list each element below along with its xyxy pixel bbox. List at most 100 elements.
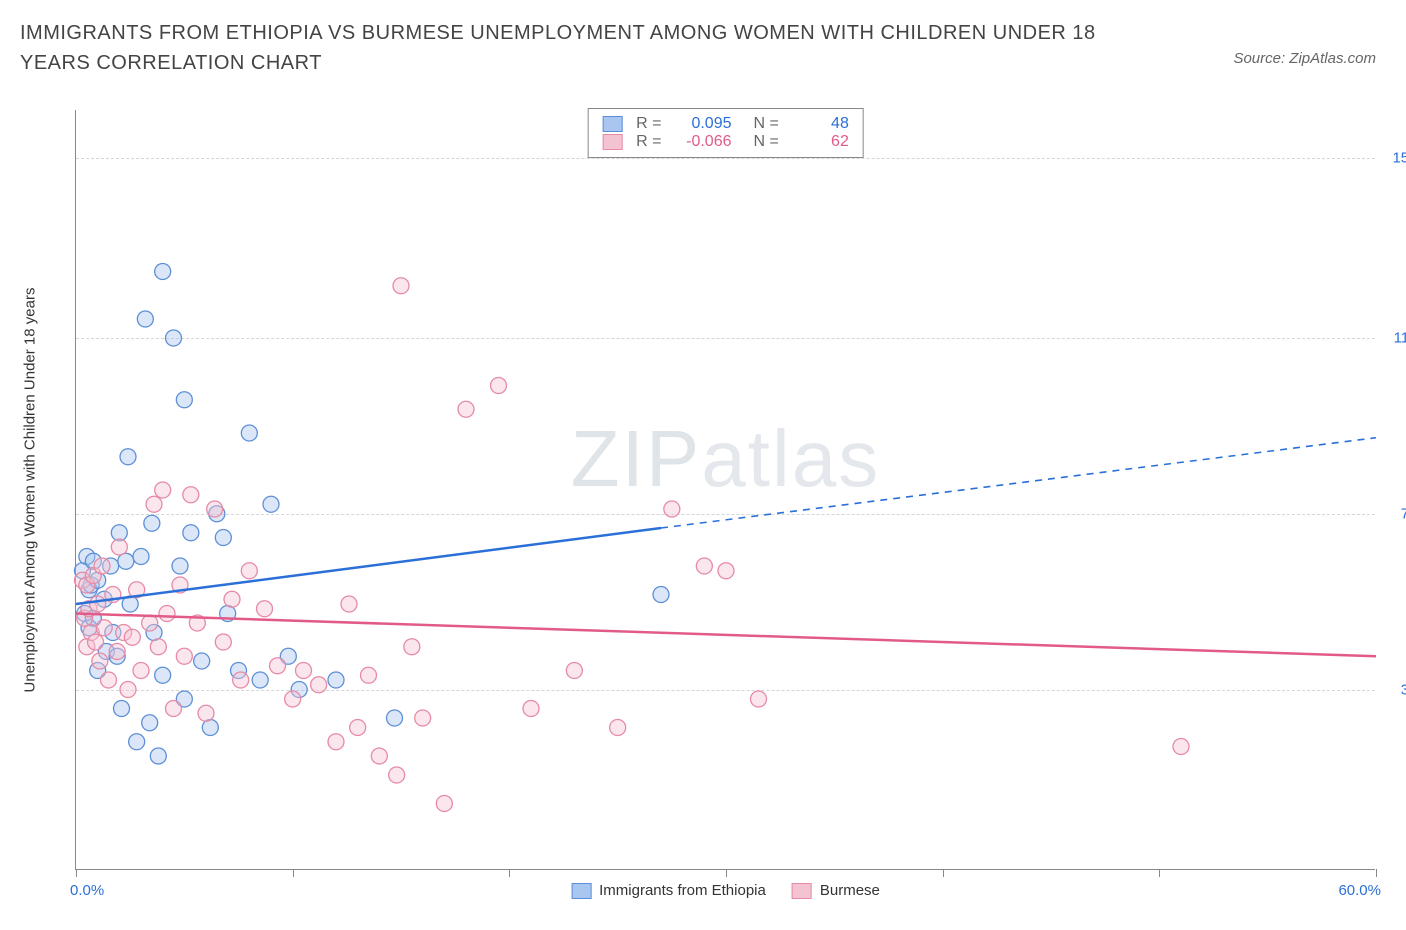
data-point [371, 748, 387, 764]
x-max-label: 60.0% [1338, 882, 1381, 899]
data-point [150, 748, 166, 764]
x-tick [76, 869, 77, 877]
data-point [155, 264, 171, 280]
data-point [610, 720, 626, 736]
data-point [328, 672, 344, 688]
data-point [111, 539, 127, 555]
data-point [252, 672, 268, 688]
series-legend: Immigrants from Ethiopia Burmese [571, 882, 880, 899]
data-point [566, 663, 582, 679]
data-point [172, 558, 188, 574]
data-point [133, 663, 149, 679]
data-point [350, 720, 366, 736]
data-point [207, 501, 223, 517]
data-point [215, 634, 231, 650]
data-point [285, 691, 301, 707]
x-tick [509, 869, 510, 877]
data-point [436, 796, 452, 812]
plot-area: ZIPatlas 3.8%7.5%11.2%15.0% R =0.095N =4… [75, 110, 1375, 870]
data-point [523, 701, 539, 717]
regression-line [76, 528, 661, 604]
data-point [263, 496, 279, 512]
x-tick [1376, 869, 1377, 877]
data-point [458, 401, 474, 417]
data-point [270, 658, 286, 674]
data-point [144, 515, 160, 531]
series-legend-item: Immigrants from Ethiopia [571, 882, 766, 899]
legend-swatch [571, 883, 591, 899]
x-tick [293, 869, 294, 877]
data-point [241, 425, 257, 441]
x-tick [943, 869, 944, 877]
series-name: Burmese [820, 882, 880, 899]
data-point [88, 634, 104, 650]
data-point [146, 496, 162, 512]
legend-row: R =0.095N =48 [602, 115, 849, 133]
legend-r-value: -0.066 [672, 133, 732, 151]
data-point [142, 615, 158, 631]
data-point [183, 525, 199, 541]
x-tick [1159, 869, 1160, 877]
x-tick [726, 869, 727, 877]
data-point [194, 653, 210, 669]
data-point [96, 620, 112, 636]
data-point [257, 601, 273, 617]
legend-row: R =-0.066N =62 [602, 133, 849, 151]
data-point [155, 667, 171, 683]
data-point [176, 392, 192, 408]
data-point [415, 710, 431, 726]
data-point [124, 629, 140, 645]
legend-r-label: R = [636, 115, 661, 133]
data-point [241, 563, 257, 579]
data-point [341, 596, 357, 612]
data-point [101, 672, 117, 688]
data-point [311, 677, 327, 693]
data-point [109, 644, 125, 660]
data-point [233, 672, 249, 688]
data-point [92, 653, 108, 669]
legend-r-label: R = [636, 133, 661, 151]
legend-swatch [602, 116, 622, 132]
y-tick-label: 15.0% [1392, 149, 1406, 166]
y-tick-label: 11.2% [1394, 330, 1406, 347]
data-point [215, 530, 231, 546]
correlation-legend: R =0.095N =48R =-0.066N =62 [587, 108, 864, 158]
data-point [393, 278, 409, 294]
data-point [111, 525, 127, 541]
regression-line-extrapolated [661, 438, 1376, 528]
data-point [696, 558, 712, 574]
data-point [155, 482, 171, 498]
data-point [653, 587, 669, 603]
data-point [491, 378, 507, 394]
y-axis-label: Unemployment Among Women with Children U… [22, 288, 39, 693]
data-point [120, 449, 136, 465]
series-legend-item: Burmese [792, 882, 880, 899]
chart-container: Unemployment Among Women with Children U… [20, 110, 1386, 900]
data-point [142, 715, 158, 731]
data-point [361, 667, 377, 683]
data-point [166, 330, 182, 346]
legend-n-label: N = [754, 133, 779, 151]
scatter-svg [76, 110, 1375, 869]
regression-line [76, 614, 1376, 657]
data-point [129, 734, 145, 750]
series-name: Immigrants from Ethiopia [599, 882, 766, 899]
y-tick-label: 7.5% [1401, 505, 1406, 522]
legend-n-label: N = [754, 115, 779, 133]
data-point [1173, 739, 1189, 755]
x-min-label: 0.0% [70, 882, 104, 899]
data-point [114, 701, 130, 717]
data-point [718, 563, 734, 579]
data-point [198, 705, 214, 721]
y-tick-label: 3.8% [1401, 681, 1406, 698]
data-point [94, 558, 110, 574]
data-point [751, 691, 767, 707]
data-point [387, 710, 403, 726]
data-point [118, 553, 134, 569]
legend-swatch [792, 883, 812, 899]
data-point [202, 720, 218, 736]
data-point [166, 701, 182, 717]
data-point [90, 596, 106, 612]
data-point [120, 682, 136, 698]
data-point [150, 639, 166, 655]
